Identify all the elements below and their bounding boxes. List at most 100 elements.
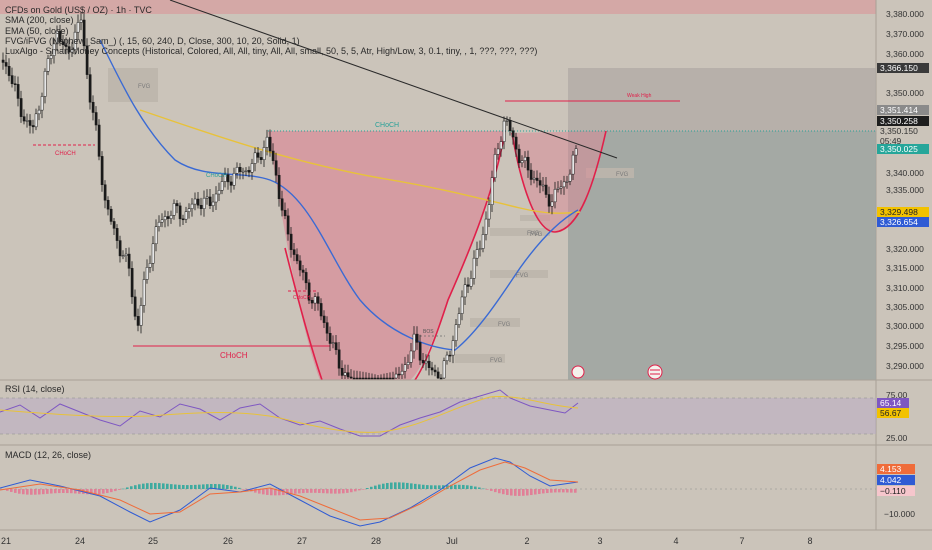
price-badge — [877, 136, 929, 146]
macd-hist-bar — [206, 484, 209, 489]
candle-body — [511, 130, 515, 138]
macd-hist-bar — [50, 489, 53, 494]
indicator-ema[interactable]: EMA (50, close) — [5, 26, 69, 36]
candle-body — [541, 184, 545, 187]
macd-hist-bar — [390, 482, 393, 489]
macd-hist-bar — [574, 489, 577, 493]
macd-badge-label: 4.042 — [880, 475, 902, 485]
candle-body — [115, 228, 119, 241]
candle-body — [130, 268, 134, 298]
candle-body — [247, 170, 251, 173]
candle-body — [1, 59, 5, 63]
candle-body — [571, 154, 575, 175]
macd-hist-bar — [6, 489, 9, 491]
price-badge — [877, 207, 929, 217]
candle-body — [244, 170, 248, 172]
macd-hist-bar — [226, 485, 229, 489]
trendline — [169, 0, 618, 159]
macd-hist-bar — [446, 485, 449, 489]
price-badge — [877, 126, 929, 136]
candle-body — [319, 303, 323, 317]
macd-hist-bar — [266, 489, 269, 495]
candle-body — [451, 340, 455, 356]
candle-body — [418, 342, 422, 361]
candle-body — [508, 120, 512, 132]
macd-hist-bar — [402, 482, 405, 489]
macd-hist-bar — [274, 489, 277, 496]
candle-body — [211, 201, 215, 206]
candle-body — [31, 125, 35, 128]
candle-body — [205, 196, 209, 199]
macd-hist-bar — [182, 484, 185, 489]
candle-body — [490, 177, 494, 205]
macd-hist-bar — [122, 488, 125, 490]
macd-hist-bar — [386, 483, 389, 489]
candle-body — [259, 157, 263, 160]
candle-body — [271, 150, 275, 161]
macd-hist-bar — [338, 489, 341, 494]
macd-hist-bar — [34, 489, 37, 495]
candle-body — [412, 333, 416, 352]
indicator-sma[interactable]: SMA (200, close) — [5, 15, 74, 25]
macd-hist-bar — [398, 482, 401, 489]
macd-hist-bar — [490, 489, 493, 491]
candle-body — [556, 187, 560, 190]
candle-body — [514, 136, 518, 150]
macd-hist-bar — [322, 489, 325, 494]
candle-body — [493, 154, 497, 178]
price-tick: 3,370.000 — [886, 29, 924, 39]
candle-body — [325, 322, 329, 334]
macd-hist-bar — [258, 489, 261, 494]
fvg-label-1: FVG — [138, 84, 151, 90]
candle-body — [400, 370, 404, 376]
indicator-fvg[interactable]: FVG/iFVG (Nephew_Sam_) (, 15, 60, 240, D… — [5, 36, 300, 46]
price-badge-label: 3,350.025 — [880, 144, 918, 154]
price-tick: 3,315.000 — [886, 263, 924, 273]
macd-hist-bar — [94, 489, 97, 495]
candle-body — [100, 156, 104, 185]
macd-hist-bar — [178, 484, 181, 489]
macd-label[interactable]: MACD (12, 26, close) — [5, 450, 92, 460]
candle-body — [67, 46, 71, 53]
macd-hist-bar — [326, 489, 329, 494]
macd-hist-bar — [114, 489, 117, 492]
candle-body — [295, 254, 299, 262]
candle-body — [301, 269, 305, 273]
macd-hist-bar — [374, 485, 377, 489]
price-badge — [877, 217, 929, 227]
time-label: 21 — [1, 536, 11, 546]
dividend-icon[interactable] — [571, 365, 585, 379]
candle-body — [547, 194, 551, 207]
candle-body — [133, 296, 137, 317]
price-tick: 3,305.000 — [886, 302, 924, 312]
candle-body — [136, 316, 140, 326]
us-flag-icon[interactable] — [647, 364, 663, 380]
indicator-luxalgo[interactable]: LuxAlgo - Smart Money Concepts (Historic… — [5, 46, 538, 56]
chart-title: CFDs on Gold (US$ / OZ) · 1h · TVC — [5, 5, 152, 15]
candle-body — [349, 376, 353, 379]
candle-body — [124, 253, 128, 256]
choch-label-3: CHoCH — [375, 122, 399, 129]
macd-hist-bar — [158, 483, 161, 489]
price-tick: 3,350.000 — [886, 88, 924, 98]
candle-body — [535, 177, 539, 181]
price-axis-area — [876, 0, 932, 550]
candle-body — [436, 371, 440, 379]
macd-hist-bar — [234, 486, 237, 489]
candle-body — [94, 112, 98, 126]
rsi-tick: 75.00 — [886, 390, 908, 400]
macd-hist-bar — [22, 489, 25, 495]
candle-body — [208, 196, 212, 206]
candle-body — [457, 313, 461, 325]
rsi-label[interactable]: RSI (14, close) — [5, 384, 65, 394]
macd-badge — [877, 464, 915, 474]
time-label: 3 — [597, 536, 602, 546]
macd-hist-bar — [450, 484, 453, 489]
macd-hist-bar — [514, 489, 517, 496]
candle-body — [172, 203, 176, 216]
candle-body — [61, 41, 65, 45]
candle-body — [310, 300, 314, 304]
candle-body — [220, 181, 224, 191]
candle-body — [250, 163, 254, 173]
